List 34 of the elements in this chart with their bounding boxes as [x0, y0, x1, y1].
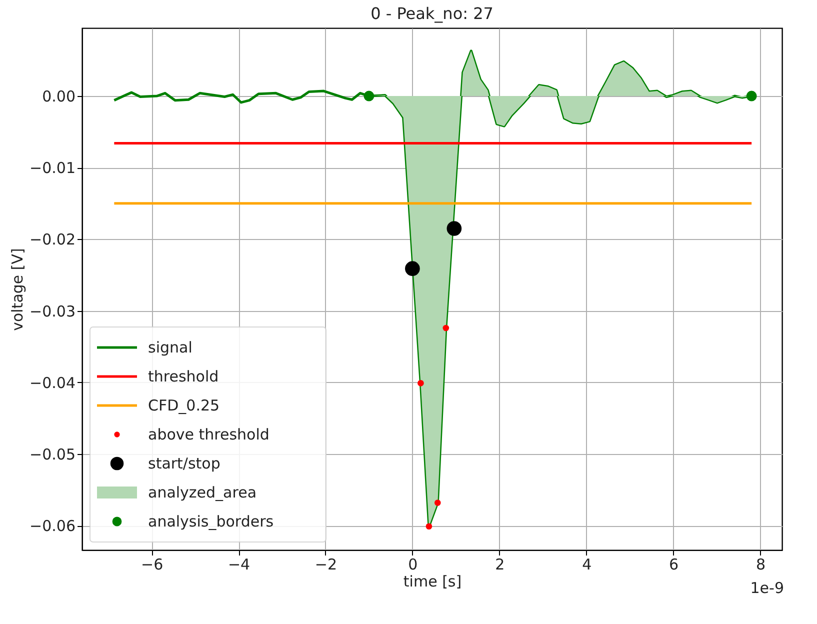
- y-tick-label: −0.02: [30, 230, 76, 249]
- x-tick-label: 4: [582, 556, 592, 574]
- point: [746, 90, 757, 102]
- legend-label: above threshold: [148, 426, 270, 444]
- y-tick-label: −0.01: [30, 159, 76, 178]
- x-axis-title: time [s]: [403, 572, 462, 590]
- legend-label: analyzed_area: [148, 484, 257, 502]
- legend-label: signal: [148, 338, 192, 356]
- y-tick-label: −0.04: [30, 374, 76, 392]
- point: [418, 380, 424, 386]
- legend-label: start/stop: [148, 454, 220, 472]
- y-tick-label: −0.05: [30, 446, 76, 464]
- y-tick-label: 0.00: [42, 88, 76, 106]
- x-tick-label: −6: [141, 556, 164, 574]
- point: [446, 221, 462, 236]
- x-tick-label: 8: [756, 556, 766, 574]
- x-tick-label: 2: [495, 556, 505, 574]
- y-tick-label: −0.03: [30, 302, 76, 320]
- x-tick-label: 0: [408, 556, 418, 574]
- point: [442, 324, 450, 332]
- point: [405, 261, 420, 276]
- x-tick-label: 6: [669, 556, 679, 574]
- legend-label: CFD_0.25: [148, 396, 220, 414]
- text: 1e-9: [750, 579, 784, 597]
- chart-title: 0 - Peak_no: 27: [370, 4, 494, 23]
- y-tick-label: −0.06: [30, 517, 76, 536]
- legend-label: analysis_borders: [148, 512, 274, 530]
- point: [364, 90, 374, 102]
- point: [426, 523, 432, 530]
- point: [434, 500, 441, 506]
- x-tick-label: −2: [314, 556, 338, 574]
- legend-label: threshold: [148, 368, 219, 386]
- y-axis-title: voltage [V]: [8, 248, 27, 331]
- x-tick-label: −4: [228, 556, 250, 574]
